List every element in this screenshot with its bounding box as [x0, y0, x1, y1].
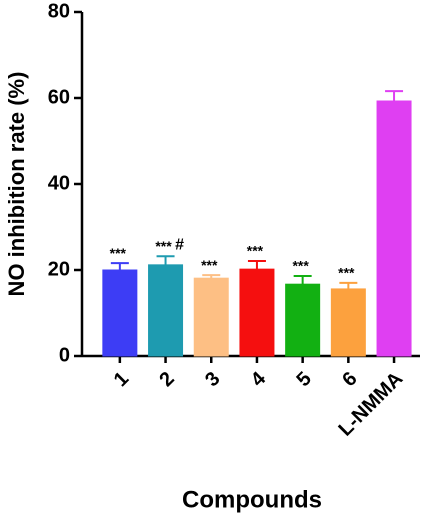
y-axis-title: NO inhibition rate (%): [4, 72, 29, 297]
x-axis-title: Compounds: [182, 486, 322, 513]
significance-label: ***: [338, 265, 355, 281]
y-tick-label: 60: [48, 86, 70, 108]
error-bar: [110, 262, 129, 270]
bar: [102, 269, 138, 357]
significance-label: ***: [292, 258, 309, 274]
y-tick-label: 80: [48, 0, 70, 22]
error-bar: [247, 259, 266, 270]
x-tick-label: 4: [247, 367, 271, 391]
error-bar: [339, 281, 358, 289]
x-tick-label: 3: [201, 368, 224, 391]
significance-label: #: [175, 236, 184, 253]
bar: [330, 288, 366, 357]
significance-label: ***: [110, 245, 127, 261]
significance-label: ***: [247, 243, 264, 259]
error-bar: [293, 275, 312, 285]
bar: [193, 277, 229, 357]
bar: [148, 264, 184, 357]
x-tick-label: 1: [110, 368, 133, 391]
significance-label: ***: [155, 238, 172, 254]
x-tick-label: 6: [338, 368, 361, 391]
error-bar: [202, 274, 221, 279]
y-tick-label: 40: [48, 172, 70, 194]
bar: [239, 268, 275, 357]
bar: [285, 283, 321, 357]
significance-label: ***: [201, 257, 218, 273]
bar: [376, 100, 412, 357]
x-tick-label: 5: [292, 368, 315, 391]
y-tick-label: 0: [59, 344, 70, 366]
error-bar: [156, 255, 175, 265]
x-tick-label: 2: [155, 368, 178, 391]
error-bar: [385, 90, 404, 102]
y-tick-label: 20: [48, 258, 70, 280]
